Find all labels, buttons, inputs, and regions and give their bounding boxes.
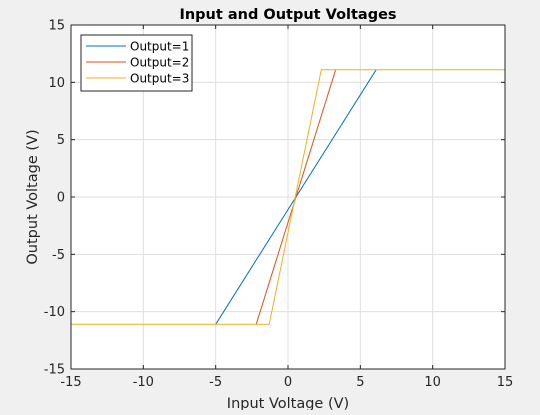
x-tick-label: 0 bbox=[284, 375, 292, 390]
series-lines bbox=[71, 69, 505, 325]
y-tick-label: 15 bbox=[48, 19, 65, 34]
y-tick-label: 0 bbox=[57, 191, 65, 206]
x-tick-label: -5 bbox=[209, 375, 222, 390]
legend: Output=1 Output=2 Output=3 bbox=[80, 34, 193, 92]
y-tick-label: 10 bbox=[48, 76, 65, 91]
ticks: -15 -10 -5 0 5 10 15 -15 -10 -5 0 5 10 15 bbox=[44, 19, 514, 391]
chart-title: Input and Output Voltages bbox=[179, 7, 396, 23]
x-tick-label: 10 bbox=[424, 375, 441, 390]
y-tick-label: -15 bbox=[44, 363, 65, 378]
y-tick-label: -10 bbox=[44, 305, 65, 320]
legend-label-1: Output=1 bbox=[130, 40, 189, 54]
x-tick-label: 5 bbox=[356, 375, 364, 390]
y-tick-label: 5 bbox=[57, 133, 65, 148]
legend-box bbox=[80, 34, 193, 92]
x-axis-label: Input Voltage (V) bbox=[227, 396, 349, 410]
y-axis-label: Output Voltage (V) bbox=[25, 129, 41, 264]
x-tick-label: 15 bbox=[497, 375, 514, 390]
y-tick-label: -5 bbox=[52, 248, 65, 263]
series-line-2 bbox=[255, 69, 337, 325]
x-tick-label: -15 bbox=[60, 375, 81, 390]
x-tick-label: -10 bbox=[133, 375, 154, 390]
legend-label-2: Output=2 bbox=[130, 56, 189, 70]
legend-label-3: Output=3 bbox=[130, 72, 189, 86]
series-line-3 bbox=[71, 69, 505, 325]
